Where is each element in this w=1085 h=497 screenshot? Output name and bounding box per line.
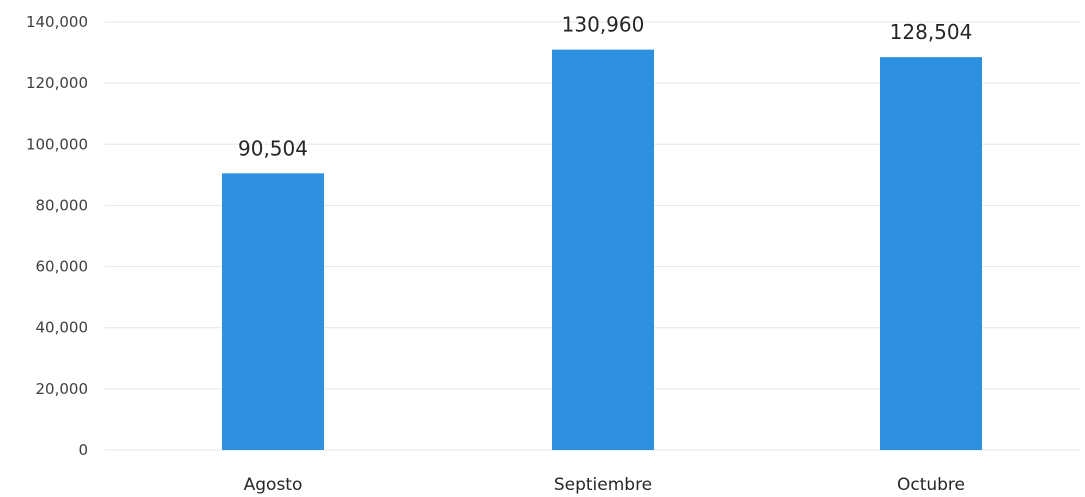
y-tick-label: 60,000 bbox=[36, 258, 89, 276]
y-tick-label: 120,000 bbox=[26, 74, 88, 92]
x-tick-label: Septiembre bbox=[554, 475, 652, 495]
y-tick-label: 20,000 bbox=[36, 380, 89, 398]
y-tick-label: 80,000 bbox=[36, 196, 89, 214]
bar-agosto bbox=[222, 173, 324, 450]
y-tick-label: 100,000 bbox=[26, 135, 88, 153]
data-label: 128,504 bbox=[890, 20, 973, 44]
data-labels: 90,504 130,960 128,504 bbox=[238, 13, 972, 161]
y-tick-label: 0 bbox=[78, 441, 88, 459]
x-tick-label: Octubre bbox=[897, 475, 965, 495]
bar-octubre bbox=[880, 57, 982, 451]
y-axis-ticks: 0 20,000 40,000 60,000 80,000 100,000 120,000 1… bbox=[26, 13, 88, 459]
y-tick-label: 40,000 bbox=[36, 319, 89, 337]
bar-septiembre bbox=[552, 49, 654, 451]
y-tick-label: 140,000 bbox=[26, 13, 88, 31]
data-label: 90,504 bbox=[238, 136, 308, 160]
bars bbox=[222, 49, 982, 451]
x-axis-ticks: Agosto Septiembre Octubre bbox=[244, 475, 965, 495]
data-label: 130,960 bbox=[562, 13, 645, 37]
x-tick-label: Agosto bbox=[244, 475, 303, 495]
